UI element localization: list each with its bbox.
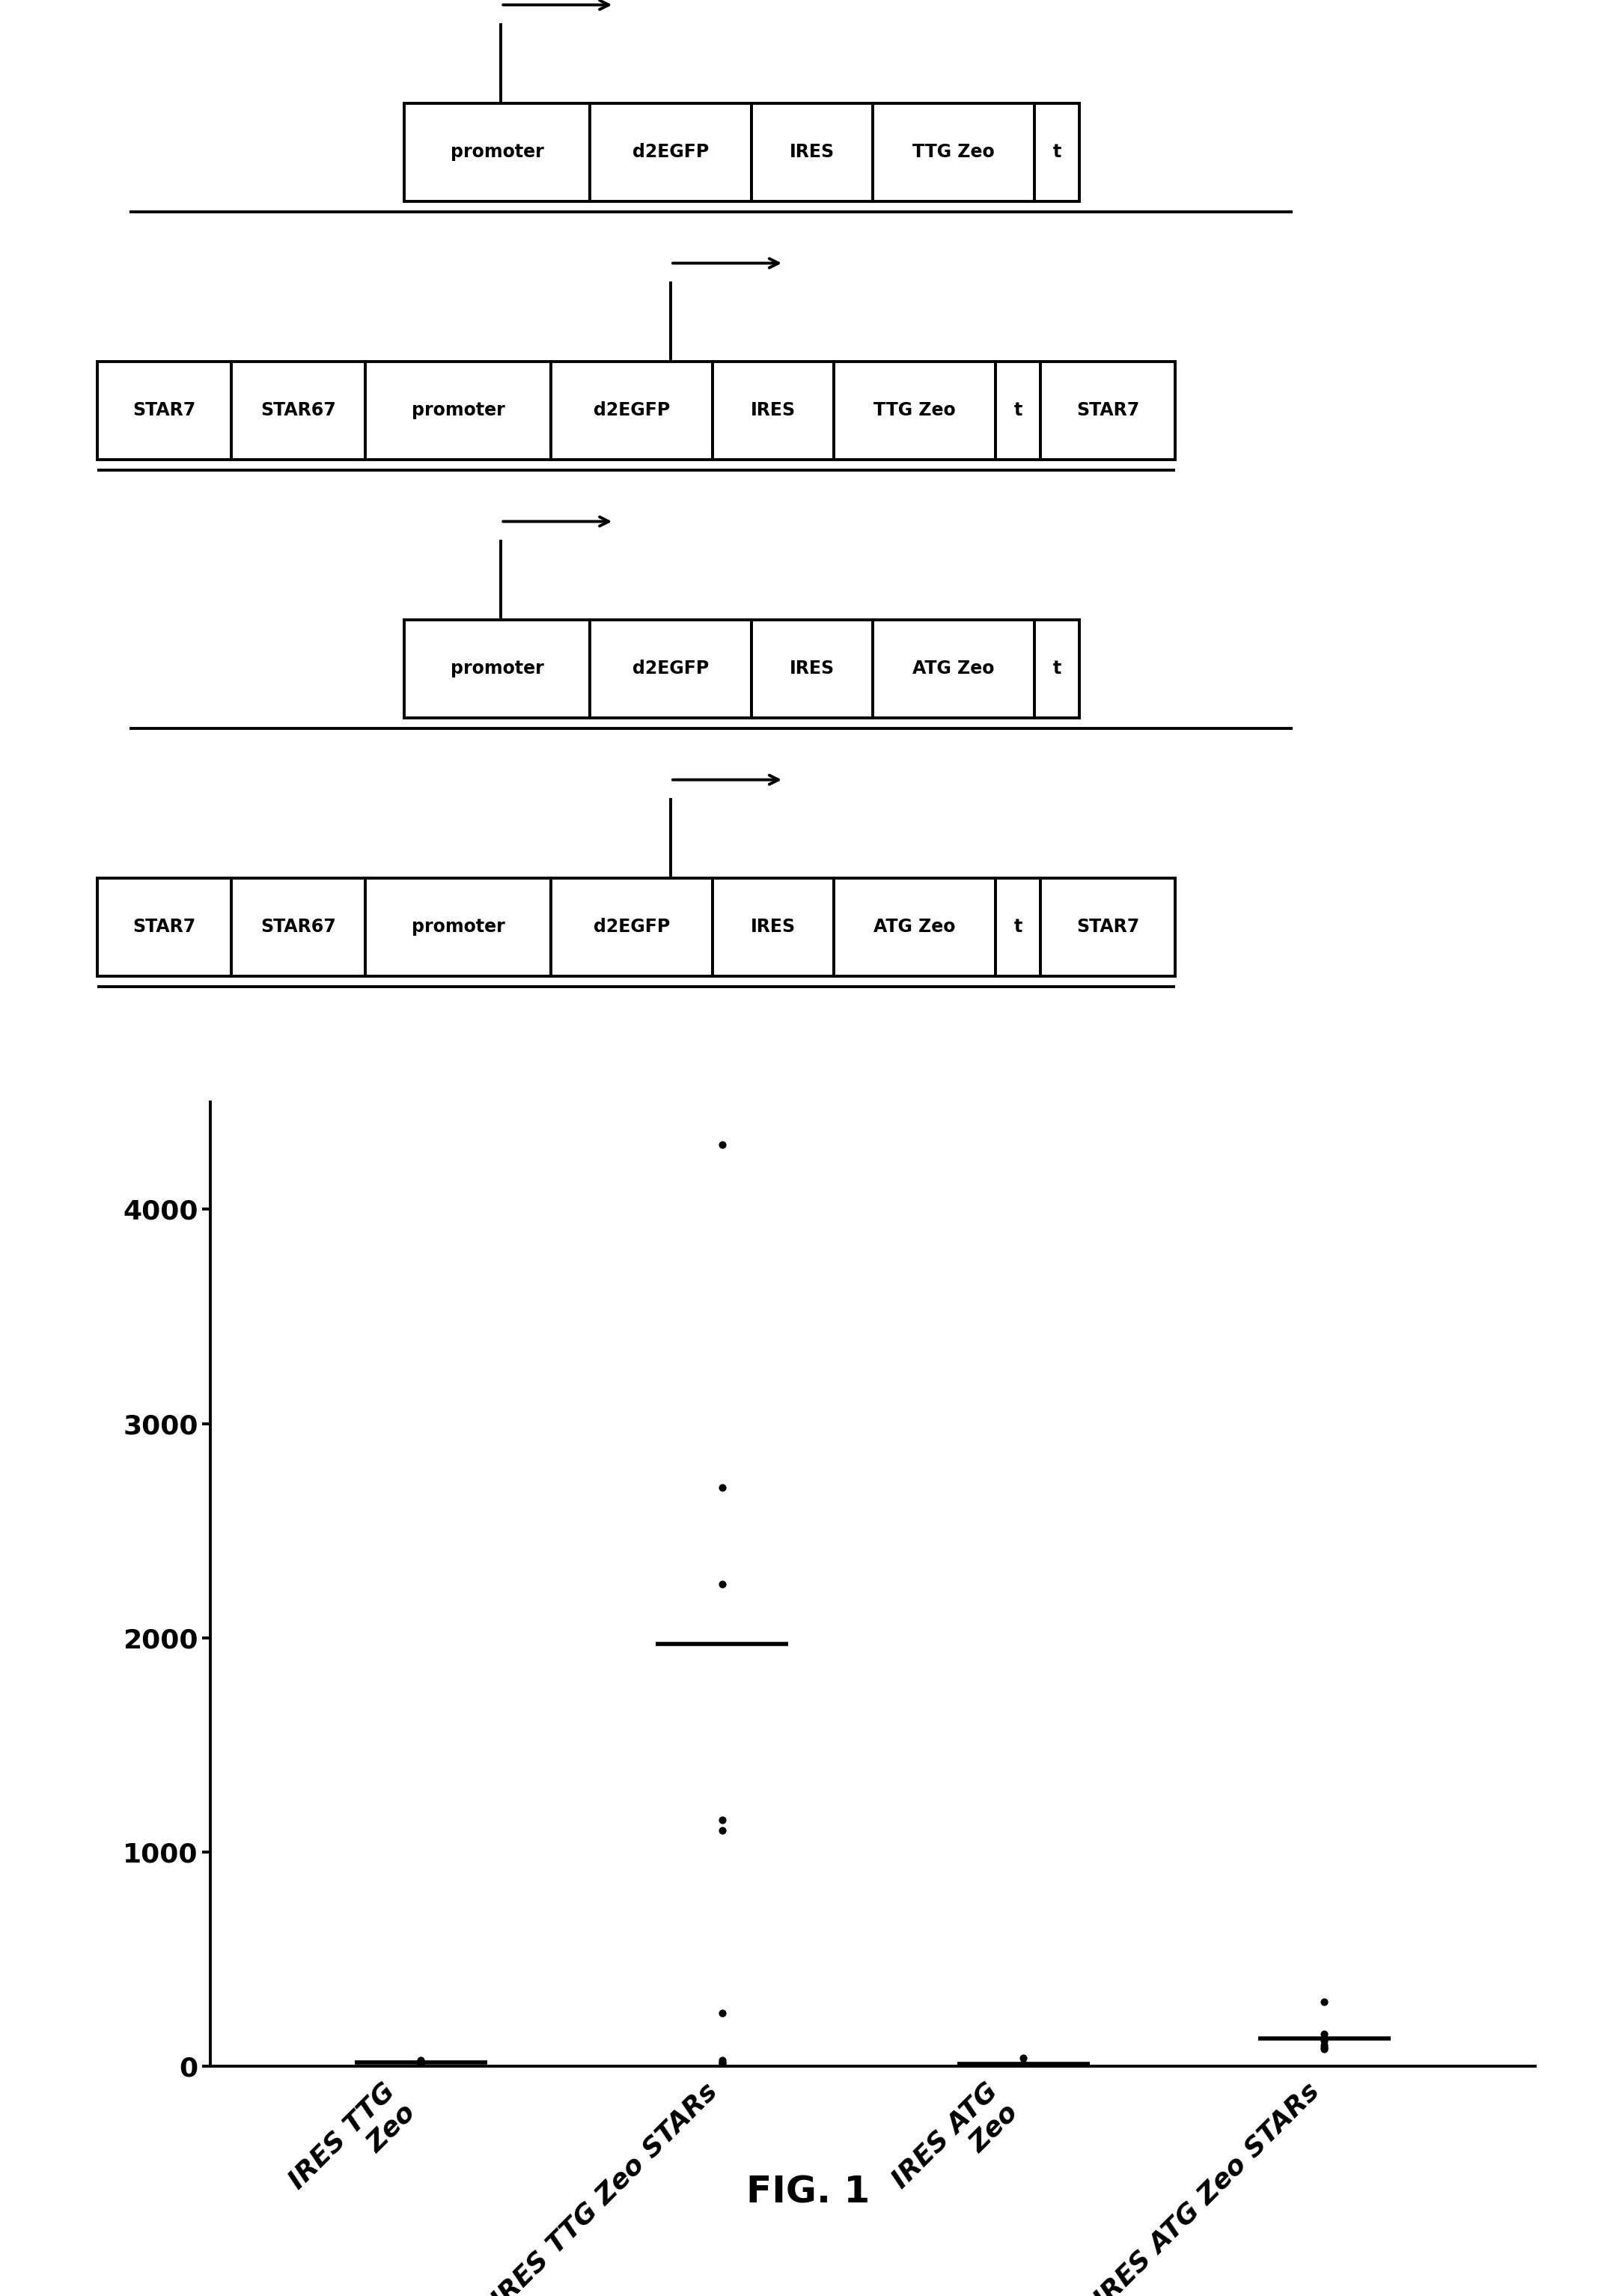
Bar: [404, 103, 590, 202]
Bar: [97, 360, 231, 459]
Text: d2EGFP: d2EGFP: [632, 142, 709, 161]
Point: [1312, 2032, 1338, 2069]
Text: t: t: [1013, 402, 1023, 420]
Text: IRES: IRES: [790, 659, 834, 677]
Point: [709, 1127, 735, 1164]
Bar: [551, 360, 713, 459]
Text: promoter: promoter: [451, 142, 543, 161]
Bar: [834, 877, 995, 976]
Bar: [873, 103, 1034, 202]
Point: [407, 2041, 433, 2078]
Point: [709, 1812, 735, 1848]
Text: STAR7: STAR7: [133, 918, 196, 937]
Text: t: t: [1052, 142, 1062, 161]
Text: IRES: IRES: [751, 402, 795, 420]
Text: d2EGFP: d2EGFP: [593, 918, 671, 937]
Bar: [590, 103, 751, 202]
Bar: [231, 360, 365, 459]
Text: promoter: promoter: [451, 659, 543, 677]
Bar: [834, 360, 995, 459]
Bar: [365, 360, 551, 459]
Bar: [713, 877, 834, 976]
Point: [1312, 2023, 1338, 2060]
Bar: [365, 877, 551, 976]
Text: IRES: IRES: [751, 918, 795, 937]
Text: TTG Zeo: TTG Zeo: [913, 142, 994, 161]
Bar: [1041, 877, 1175, 976]
Point: [1312, 2016, 1338, 2053]
Point: [1010, 2039, 1036, 2076]
Text: STAR7: STAR7: [1076, 402, 1139, 420]
Point: [709, 1995, 735, 2032]
Point: [1010, 2046, 1036, 2082]
Text: TTG Zeo: TTG Zeo: [874, 402, 955, 420]
Point: [1312, 2030, 1338, 2066]
Bar: [1034, 103, 1079, 202]
Point: [709, 2041, 735, 2078]
Point: [709, 2046, 735, 2082]
Text: d2EGFP: d2EGFP: [593, 402, 671, 420]
Text: STAR67: STAR67: [260, 402, 336, 420]
Bar: [751, 103, 873, 202]
Bar: [995, 360, 1041, 459]
Point: [709, 1566, 735, 1603]
Text: promoter: promoter: [412, 918, 504, 937]
Point: [1312, 1984, 1338, 2020]
Bar: [97, 877, 231, 976]
Bar: [551, 877, 713, 976]
Bar: [404, 620, 590, 719]
Point: [709, 1469, 735, 1506]
Text: ATG Zeo: ATG Zeo: [874, 918, 955, 937]
Bar: [995, 877, 1041, 976]
Text: ATG Zeo: ATG Zeo: [913, 659, 994, 677]
Point: [1010, 2046, 1036, 2082]
Bar: [231, 877, 365, 976]
Text: t: t: [1013, 918, 1023, 937]
Point: [407, 2046, 433, 2082]
Text: d2EGFP: d2EGFP: [632, 659, 709, 677]
Text: t: t: [1052, 659, 1062, 677]
Point: [1312, 2027, 1338, 2064]
Point: [407, 2048, 433, 2085]
Point: [709, 2043, 735, 2080]
Bar: [873, 620, 1034, 719]
Point: [1010, 2048, 1036, 2085]
Bar: [1034, 620, 1079, 719]
Text: IRES: IRES: [790, 142, 834, 161]
Bar: [713, 360, 834, 459]
Text: FIG. 1: FIG. 1: [747, 2174, 869, 2211]
Text: STAR7: STAR7: [133, 402, 196, 420]
Point: [407, 2043, 433, 2080]
Point: [407, 2046, 433, 2082]
Text: promoter: promoter: [412, 402, 504, 420]
Text: STAR7: STAR7: [1076, 918, 1139, 937]
Point: [709, 1802, 735, 1839]
Bar: [590, 620, 751, 719]
Text: STAR67: STAR67: [260, 918, 336, 937]
Bar: [751, 620, 873, 719]
Bar: [1041, 360, 1175, 459]
